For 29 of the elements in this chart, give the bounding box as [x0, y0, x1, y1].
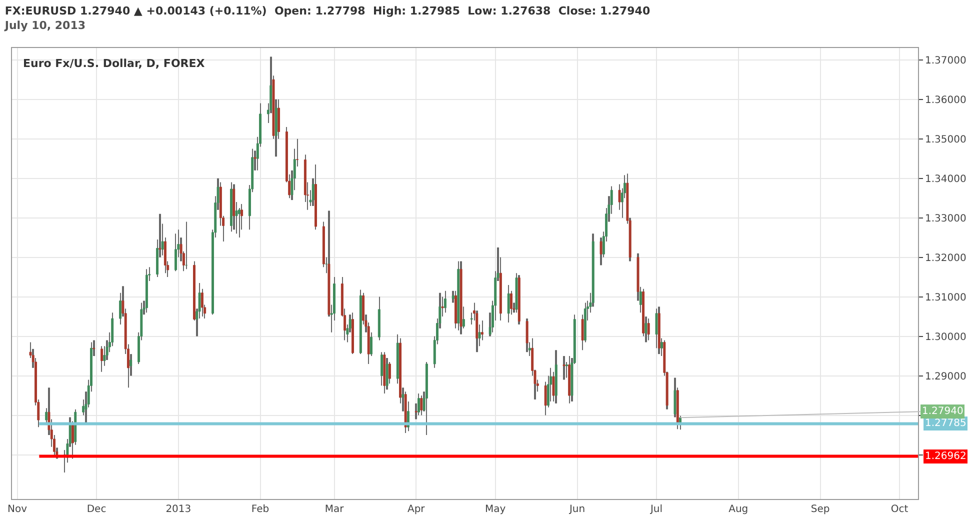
ref-line-label: 1.27785 — [925, 418, 966, 429]
y-tick-label: 1.31000 — [925, 292, 966, 304]
x-tick-label: 2013 — [166, 504, 192, 515]
annotation: Euro Fx/U.S. Dollar, D, FOREX — [23, 57, 206, 70]
ref-line-label: 1.26962 — [925, 451, 966, 462]
x-tick-label: May — [485, 504, 506, 515]
y-tick-label: 1.30000 — [925, 332, 966, 343]
x-tick-label: Sep — [810, 504, 830, 515]
y-tick-label: 1.29000 — [925, 371, 966, 382]
y-tick-label: 1.36000 — [925, 94, 966, 106]
x-tick-label: Jun — [568, 504, 586, 515]
chart-subtitle: July 10, 2013 — [4, 18, 86, 32]
candlestick — [296, 138, 299, 166]
y-tick-label: 1.35000 — [925, 134, 966, 146]
x-tick-label: Jul — [649, 504, 663, 515]
x-tick-label: Dec — [86, 504, 106, 515]
chart-title: FX:EURUSD 1.27940 ▲ +0.00143 (+0.11%) Open: 1.27798 High: 1.27985 Low: 1.27638 Close: 1.27940 — [4, 4, 650, 18]
annotation: 1.27940 — [922, 406, 964, 417]
candlestick — [562, 356, 566, 380]
x-tick-label: Nov — [8, 504, 28, 515]
y-tick-label: 1.32000 — [925, 252, 966, 264]
x-tick-label: Aug — [728, 504, 748, 515]
x-tick-label: Mar — [324, 504, 345, 515]
x-tick-label: Feb — [251, 504, 270, 515]
x-tick-label: Oct — [890, 504, 908, 515]
y-tick-label: 1.37000 — [925, 55, 966, 66]
y-tick-label: 1.33000 — [925, 213, 966, 224]
x-tick-label: Apr — [407, 504, 426, 515]
y-tick-label: 1.34000 — [925, 174, 966, 185]
